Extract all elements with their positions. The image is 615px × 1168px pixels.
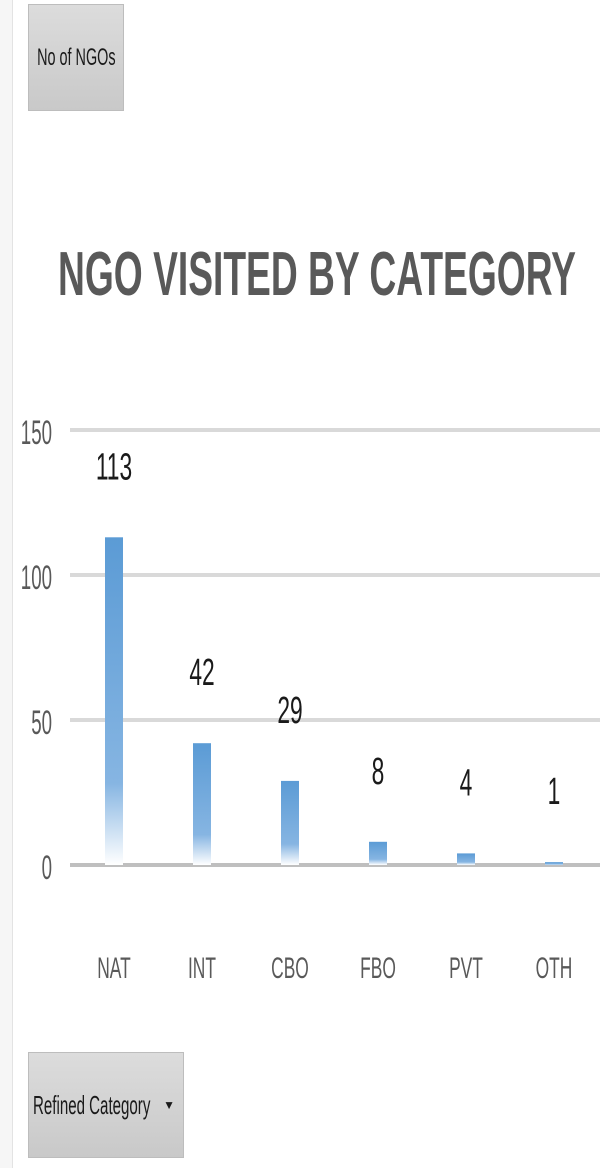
data-label: 1: [548, 770, 561, 812]
y-tick-label: 50: [31, 703, 52, 741]
x-tick-label: OTH: [536, 952, 573, 985]
y-axis-ticks: 0 50 100 150: [21, 413, 52, 886]
measure-field-label: No of NGOs: [36, 43, 116, 71]
bar-chart: NGO VISITED BY CATEGORY 0 50 100 150 113 42 2…: [21, 239, 600, 985]
data-label: 42: [189, 651, 214, 693]
data-label: 4: [460, 761, 473, 803]
data-label: 8: [372, 750, 385, 792]
category-field-button[interactable]: Refined Category ▼: [28, 1052, 184, 1158]
x-axis-ticks: NAT INT CBO FBO PVT OTH: [97, 952, 572, 985]
y-tick-label: 150: [21, 413, 52, 451]
y-tick-label: 100: [21, 558, 52, 596]
triangle-down-icon[interactable]: ▼: [163, 1098, 175, 1112]
bar-pvt[interactable]: [457, 853, 475, 865]
bar-fbo[interactable]: [369, 841, 387, 865]
data-labels: 113 42 29 8 4 1: [96, 445, 561, 812]
x-tick-label: PVT: [449, 952, 483, 985]
x-tick-label: INT: [188, 952, 216, 985]
gridlines: [70, 428, 600, 867]
data-label: 113: [96, 445, 132, 487]
bar-oth[interactable]: [545, 862, 563, 865]
bar-cbo[interactable]: [281, 780, 299, 865]
bar-int[interactable]: [193, 743, 211, 865]
data-label: 29: [277, 689, 302, 731]
y-tick-label: 0: [42, 848, 52, 886]
bar-nat[interactable]: [105, 537, 123, 865]
x-tick-label: CBO: [271, 952, 309, 985]
category-field-label: Refined Category: [33, 1089, 151, 1120]
pane-border: [0, 0, 13, 1168]
bars: [105, 537, 563, 865]
chart-title: NGO VISITED BY CATEGORY: [58, 239, 576, 308]
measure-field-button[interactable]: No of NGOs: [28, 4, 124, 111]
x-tick-label: FBO: [360, 952, 396, 985]
x-tick-label: NAT: [97, 952, 131, 985]
